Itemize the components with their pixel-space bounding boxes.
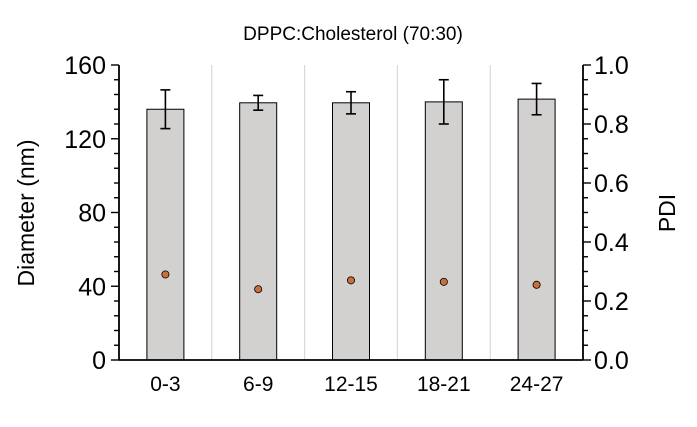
x-tick-label: 12-15 [324, 373, 378, 396]
x-tick-label: 24-27 [510, 373, 564, 396]
y-tick-label: 120 [64, 126, 106, 154]
y-tick-label: 160 [64, 52, 106, 80]
bar [239, 102, 278, 361]
y2-tick-label: 0.8 [594, 111, 629, 139]
bar [517, 98, 556, 361]
pdi-point [439, 277, 448, 286]
y2-tick-label: 0.2 [594, 288, 629, 316]
error-bars [160, 78, 542, 130]
bar-series [146, 98, 556, 361]
y-axis-title: Diameter (nm) [13, 140, 39, 287]
pdi-series [161, 270, 541, 294]
y-tick-label: 40 [78, 273, 106, 301]
bar [146, 108, 185, 361]
x-tick-label: 0-3 [150, 373, 180, 396]
axes [111, 64, 591, 361]
y-tick-label: 0 [92, 347, 106, 375]
pdi-point [254, 285, 263, 294]
pdi-point [161, 270, 170, 279]
gridlines [211, 65, 491, 360]
pdi-point [532, 280, 541, 289]
chart-title: DPPC:Cholesterol (70:30) [243, 24, 463, 45]
bar [332, 102, 370, 361]
y2-tick-label: 0.4 [594, 229, 629, 257]
y2-tick-label: 0.0 [594, 347, 629, 375]
y-tick-label: 80 [78, 200, 106, 228]
tick-labels: 0-3 6-9 12-15 18-21 24-27 0 40 80 120 160 0.0 0.2 0.… [64, 52, 629, 396]
x-tick-label: 18-21 [417, 373, 471, 396]
y2-tick-label: 0.6 [594, 170, 629, 198]
x-tick-label: 6-9 [243, 373, 273, 396]
pdi-point [346, 276, 355, 285]
bar [424, 101, 463, 361]
y2-tick-label: 1.0 [594, 52, 629, 80]
y2-axis-title: PDI [654, 194, 680, 232]
